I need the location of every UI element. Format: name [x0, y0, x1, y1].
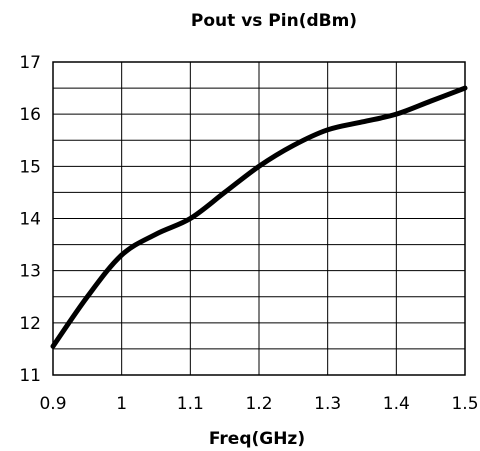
x-tick-label: 1.2 [245, 394, 272, 414]
x-tick-label: 1 [116, 394, 127, 414]
series-line [50, 85, 468, 349]
x-tick-label: 1.5 [451, 394, 478, 414]
y-tick-label: 13 [19, 262, 41, 282]
plot-area-frame [52, 61, 466, 376]
y-tick-label: 17 [19, 53, 41, 73]
y-tick-label: 11 [19, 366, 41, 386]
x-axis-label: Freq(GHz) [209, 429, 305, 449]
chart-title: Pout vs Pin(dBm) [191, 11, 357, 31]
y-tick-label: 16 [19, 105, 41, 125]
grid-layer [52, 61, 466, 376]
tick-layer: 11 12 13 14 15 16 17 0.9 1 1.1 1.2 1.3 1.4 1.5 [19, 53, 478, 414]
x-tick-label: 1.3 [314, 394, 341, 414]
x-tick-label: 1.4 [383, 394, 410, 414]
y-tick-label: 15 [19, 157, 41, 177]
series-layer [50, 85, 468, 349]
y-tick-label: 14 [19, 210, 41, 230]
y-tick-label: 12 [19, 314, 41, 334]
x-tick-label: 0.9 [39, 394, 66, 414]
x-tick-label: 1.1 [177, 394, 204, 414]
